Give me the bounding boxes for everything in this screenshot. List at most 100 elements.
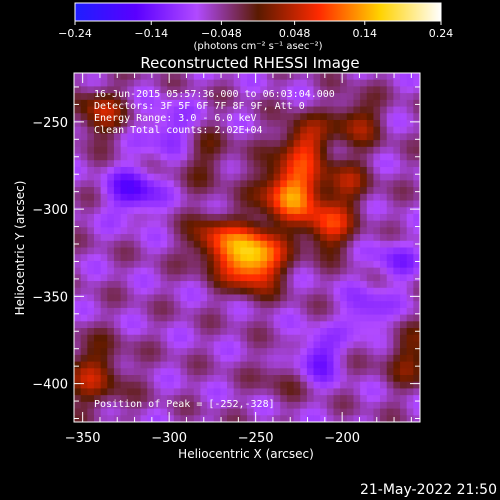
heatmap-cell bbox=[80, 207, 88, 215]
heatmap-cell bbox=[140, 99, 148, 107]
heatmap-cell bbox=[227, 287, 235, 295]
heatmap-cell bbox=[120, 106, 128, 114]
heatmap-cell bbox=[220, 113, 228, 121]
heatmap-cell bbox=[413, 281, 420, 289]
heatmap-cell bbox=[87, 368, 95, 376]
heatmap-cell bbox=[107, 86, 115, 94]
heatmap-cell bbox=[227, 234, 235, 242]
heatmap-cell bbox=[380, 173, 388, 181]
heatmap-cell bbox=[80, 260, 88, 269]
heatmap-cell bbox=[260, 227, 268, 235]
heatmap-cell bbox=[160, 126, 168, 134]
heatmap-cell bbox=[320, 321, 328, 329]
heatmap-cell bbox=[380, 99, 388, 107]
heatmap-cell bbox=[386, 281, 394, 289]
heatmap-cell bbox=[353, 415, 361, 422]
heatmap-cell bbox=[380, 395, 388, 403]
heatmap-cell bbox=[380, 234, 388, 242]
heatmap-cell bbox=[220, 260, 228, 269]
heatmap-cell bbox=[366, 93, 374, 101]
heatmap-cell bbox=[187, 395, 195, 403]
heatmap-cell bbox=[333, 106, 341, 114]
heatmap-cell bbox=[107, 274, 115, 282]
heatmap-cell bbox=[360, 260, 368, 269]
heatmap-cell bbox=[353, 267, 361, 275]
heatmap-cell bbox=[306, 314, 314, 322]
heatmap-cell bbox=[147, 234, 155, 242]
heatmap-cell bbox=[140, 307, 148, 316]
heatmap-cell bbox=[233, 133, 241, 141]
heatmap-cell bbox=[280, 193, 288, 201]
heatmap-cell bbox=[133, 240, 141, 248]
heatmap-cell bbox=[140, 368, 148, 376]
heatmap-cell bbox=[280, 187, 288, 195]
heatmap-cell bbox=[353, 281, 361, 289]
heatmap-cell bbox=[253, 341, 261, 349]
heatmap-cell bbox=[260, 86, 268, 94]
heatmap-cell bbox=[107, 166, 115, 175]
heatmap-cell bbox=[353, 193, 361, 201]
heatmap-cell bbox=[100, 267, 108, 275]
heatmap-cell bbox=[300, 160, 308, 168]
heatmap-cell bbox=[93, 220, 102, 228]
heatmap-cell bbox=[240, 93, 248, 101]
heatmap-cell bbox=[147, 267, 155, 275]
heatmap-cell bbox=[247, 99, 255, 107]
heatmap-cell bbox=[400, 381, 408, 389]
heatmap-cell bbox=[220, 73, 228, 81]
heatmap-cell bbox=[400, 213, 408, 222]
heatmap-cell bbox=[187, 213, 195, 222]
heatmap-cell bbox=[153, 388, 161, 396]
heatmap-cell bbox=[207, 334, 215, 342]
heatmap-cell bbox=[253, 307, 261, 316]
heatmap-cell bbox=[167, 173, 175, 181]
heatmap-cell bbox=[233, 180, 241, 188]
heatmap-cell bbox=[393, 341, 401, 349]
heatmap-cell bbox=[386, 247, 394, 255]
y-axis-tick-labels: −250−300−350−400 bbox=[32, 116, 68, 393]
heatmap-cell bbox=[153, 187, 161, 195]
heatmap-cell bbox=[400, 180, 408, 188]
heatmap-cell bbox=[260, 160, 268, 168]
heatmap-cell bbox=[100, 79, 108, 87]
heatmap-cell bbox=[306, 227, 314, 235]
heatmap-cell bbox=[400, 408, 408, 416]
heatmap-cell bbox=[147, 240, 155, 248]
heatmap-cell bbox=[227, 361, 235, 369]
heatmap-cell bbox=[200, 146, 208, 154]
heatmap-cell bbox=[413, 173, 420, 181]
heatmap-cell bbox=[100, 361, 108, 369]
heatmap-cell bbox=[207, 173, 215, 181]
heatmap-cell bbox=[120, 126, 128, 134]
heatmap-cell bbox=[320, 307, 328, 316]
heatmap-cell bbox=[153, 254, 161, 262]
heatmap-cell bbox=[413, 307, 420, 316]
heatmap-cell bbox=[80, 119, 88, 128]
heatmap-cell bbox=[400, 307, 408, 316]
heatmap-cell bbox=[380, 86, 388, 94]
heatmap-cell bbox=[260, 173, 268, 181]
heatmap-cell bbox=[200, 321, 208, 329]
heatmap-cell bbox=[326, 106, 334, 114]
heatmap-cell bbox=[266, 73, 275, 81]
heatmap-cell bbox=[386, 207, 394, 215]
heatmap-cell bbox=[227, 166, 235, 175]
heatmap-cell bbox=[120, 415, 128, 422]
heatmap-cell bbox=[386, 73, 394, 81]
heatmap-cell bbox=[280, 368, 288, 376]
heatmap-cell bbox=[113, 180, 121, 188]
heatmap-cell bbox=[380, 415, 388, 422]
heatmap-cell bbox=[280, 140, 288, 148]
heatmap-cell bbox=[386, 93, 394, 101]
heatmap-cell bbox=[233, 395, 241, 403]
heatmap-cell bbox=[147, 348, 155, 356]
heatmap-cell bbox=[127, 160, 135, 168]
heatmap-cell bbox=[153, 240, 161, 248]
heatmap-cell bbox=[320, 294, 328, 302]
heatmap-cell bbox=[386, 187, 394, 195]
heatmap-cell bbox=[400, 220, 408, 228]
heatmap-cell bbox=[127, 401, 135, 409]
heatmap-cell bbox=[300, 173, 308, 181]
heatmap-cell bbox=[113, 334, 121, 342]
heatmap-cell bbox=[227, 126, 235, 134]
